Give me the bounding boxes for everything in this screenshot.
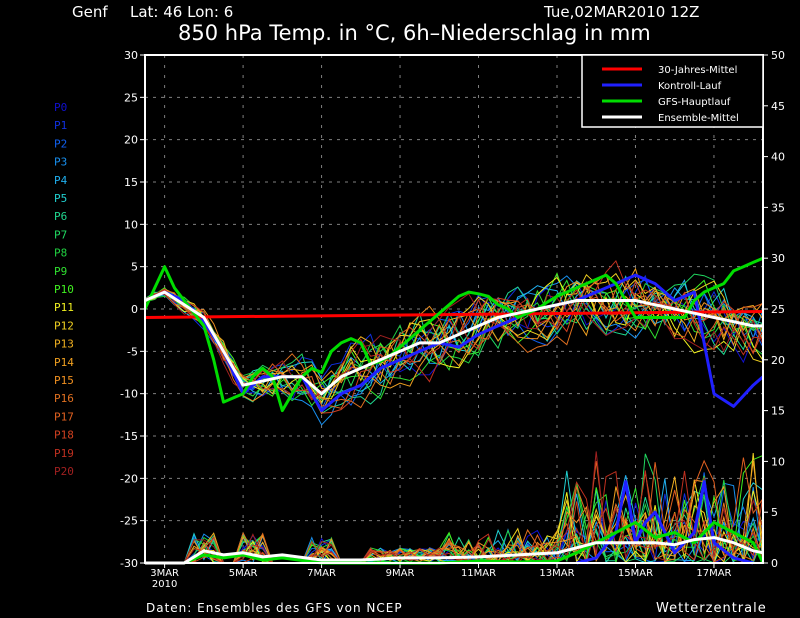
y-tick-label-left: 30 [124, 49, 138, 62]
member-label: P11 [54, 301, 74, 314]
ensemble-mean-temp-line [144, 290, 763, 396]
member-label: P18 [54, 429, 74, 442]
member-label: P1 [54, 119, 67, 132]
member-label: P13 [54, 338, 74, 351]
member-temp-line-p8 [144, 282, 764, 402]
member-label: P8 [54, 247, 67, 260]
y-tick-label-right: 25 [771, 303, 785, 316]
legend-box [581, 54, 764, 128]
data-source: Daten: Ensembles des GFS von NCEP [146, 601, 403, 615]
y-tick-label-right: 40 [771, 151, 785, 164]
y-tick-label-right: 50 [771, 49, 785, 62]
x-tick-label: 15MAR [618, 568, 653, 579]
member-temp-line-p9 [144, 279, 764, 407]
run-timestamp: Tue,02MAR2010 12Z [543, 3, 699, 21]
climate-mean-line [144, 310, 764, 319]
x-tick-label: 11MAR [461, 568, 496, 579]
x-tick-label: 17MAR [696, 568, 731, 579]
member-label: P2 [54, 137, 67, 150]
member-label: P4 [54, 174, 68, 187]
member-label: P5 [54, 192, 67, 205]
location-label: Genf [72, 3, 108, 21]
member-label: P19 [54, 447, 74, 460]
legend-label-gfs-main: GFS-Hauptlauf [658, 97, 731, 108]
member-precip-line-p18 [145, 496, 764, 564]
y-tick-label-left: -25 [120, 515, 138, 528]
ensemble-mean-precip-line [145, 536, 764, 565]
control-temp-line [144, 273, 764, 413]
member-labels: P0 P1 P2 P3 P4 P5 P6 P7 P8 P9 P10 P11 P12 P13 P14 P15 P1… [54, 101, 74, 478]
x-tick-label: 3MAR [150, 568, 179, 579]
y-tick-label-left: 5 [131, 261, 138, 274]
coords-label: Lat: 46 Lon: 6 [130, 3, 233, 21]
y-tick-label-right: 15 [771, 405, 785, 418]
y-tick-label-right: 5 [771, 506, 778, 519]
member-label: P0 [54, 101, 67, 114]
legend: 30-Jahres-Mittel Kontroll-Lauf GFS-Hauptla… [581, 54, 764, 128]
x-tick-label: 13MAR [539, 568, 574, 579]
y-tick-label-right: 30 [771, 252, 785, 265]
y-tick-label-left: 0 [131, 303, 138, 316]
legend-label-ensemble-mean: Ensemble-Mittel [658, 113, 739, 124]
member-label: P15 [54, 374, 74, 387]
member-label: P9 [54, 265, 67, 278]
member-label: P3 [54, 156, 67, 169]
x-tick-label: 5MAR [229, 568, 258, 579]
legend-label-climate: 30-Jahres-Mittel [658, 65, 737, 76]
brand-label: Wetterzentrale [656, 601, 767, 616]
member-label: P7 [54, 228, 67, 241]
y-tick-label-left: -5 [127, 345, 138, 358]
y-tick-label-left: -30 [120, 557, 138, 570]
chart-title: 850 hPa Temp. in °C, 6h–Niederschlag in … [178, 21, 651, 45]
y-tick-label-right: 10 [771, 455, 785, 468]
x-tick-label: 7MAR [307, 568, 336, 579]
y-tick-label-left: 20 [124, 134, 138, 147]
x-tick-sublabel: 2010 [152, 579, 177, 590]
x-tick-label: 9MAR [386, 568, 415, 579]
y-tick-label-left: -20 [120, 472, 138, 485]
legend-label-control: Kontroll-Lauf [658, 81, 722, 92]
y-tick-label-left: 10 [124, 218, 138, 231]
y-tick-label-left: 25 [124, 91, 138, 104]
y-tick-label-right: 45 [771, 100, 785, 113]
member-temp-line-p18 [144, 280, 764, 414]
member-label: P12 [54, 319, 74, 332]
y-axis-left: 30 25 20 15 10 5 0 -5 -10 -15 -20 -25 -30 [120, 49, 145, 570]
member-label: P20 [54, 465, 74, 478]
member-label: P17 [54, 410, 74, 423]
y-tick-label-left: 15 [124, 176, 138, 189]
member-label: P16 [54, 392, 74, 405]
plot-frame [144, 54, 764, 564]
y-tick-label-right: 20 [771, 354, 785, 367]
member-temp-line-p14 [144, 267, 764, 391]
y-tick-label-right: 35 [771, 201, 785, 214]
member-temp-line-p7 [144, 273, 764, 401]
member-label: P14 [54, 356, 74, 369]
y-tick-label-left: -15 [120, 430, 138, 443]
member-label: P10 [54, 283, 74, 296]
y-tick-label-left: -10 [120, 388, 138, 401]
member-label: P6 [54, 210, 67, 223]
y-tick-label-right: 0 [771, 557, 778, 570]
